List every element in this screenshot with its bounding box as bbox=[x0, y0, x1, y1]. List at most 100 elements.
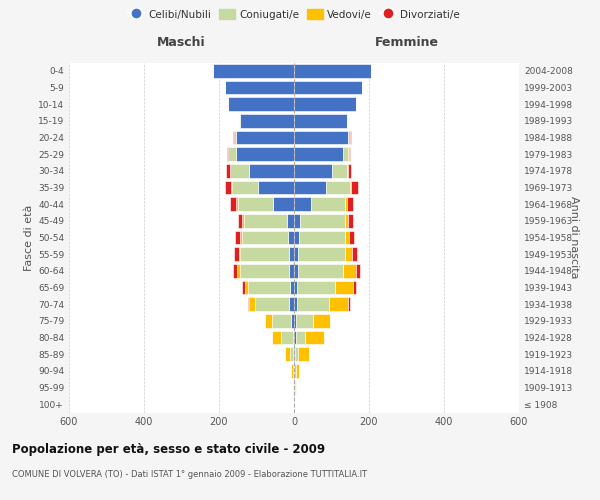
Bar bbox=[229, 164, 230, 177]
Bar bbox=[226, 164, 229, 177]
Bar bbox=[298, 348, 309, 361]
Bar bbox=[229, 148, 236, 161]
Bar bbox=[294, 198, 311, 211]
Bar bbox=[352, 248, 356, 261]
Bar bbox=[233, 130, 234, 144]
Bar bbox=[250, 298, 255, 311]
Bar bbox=[236, 130, 294, 144]
Bar bbox=[290, 280, 294, 294]
Bar bbox=[294, 98, 356, 111]
Bar bbox=[237, 264, 240, 278]
Bar bbox=[347, 198, 353, 211]
Bar bbox=[294, 80, 361, 94]
Bar bbox=[238, 198, 274, 211]
Bar bbox=[296, 364, 299, 378]
Bar bbox=[352, 180, 358, 194]
Y-axis label: Anni di nascita: Anni di nascita bbox=[569, 196, 578, 278]
Bar bbox=[344, 248, 352, 261]
Bar bbox=[240, 264, 289, 278]
Bar bbox=[227, 148, 229, 161]
Bar bbox=[238, 214, 242, 228]
Text: COMUNE DI VOLVERA (TO) - Dati ISTAT 1° gennaio 2009 - Elaborazione TUTTITALIA.IT: COMUNE DI VOLVERA (TO) - Dati ISTAT 1° g… bbox=[12, 470, 367, 479]
Bar bbox=[298, 264, 343, 278]
Bar bbox=[296, 330, 305, 344]
Bar bbox=[272, 330, 281, 344]
Bar bbox=[294, 114, 347, 128]
Bar bbox=[294, 298, 297, 311]
Bar bbox=[294, 130, 349, 144]
Bar bbox=[294, 230, 299, 244]
Bar bbox=[241, 230, 289, 244]
Legend: Celibi/Nubili, Coniugati/e, Vedovi/e, Divorziati/e: Celibi/Nubili, Coniugati/e, Vedovi/e, Di… bbox=[124, 5, 464, 24]
Bar bbox=[245, 280, 248, 294]
Bar bbox=[287, 214, 294, 228]
Bar bbox=[344, 198, 347, 211]
Bar bbox=[294, 164, 331, 177]
Bar bbox=[299, 214, 344, 228]
Bar bbox=[291, 314, 294, 328]
Bar bbox=[289, 230, 294, 244]
Bar bbox=[350, 180, 352, 194]
Bar bbox=[294, 348, 295, 361]
Bar bbox=[234, 248, 239, 261]
Bar bbox=[296, 314, 313, 328]
Bar bbox=[356, 264, 359, 278]
Bar bbox=[349, 230, 353, 244]
Bar bbox=[294, 214, 299, 228]
Bar bbox=[329, 298, 347, 311]
Bar bbox=[236, 148, 294, 161]
Bar bbox=[272, 314, 291, 328]
Text: Maschi: Maschi bbox=[157, 36, 206, 49]
Bar bbox=[230, 198, 236, 211]
Bar bbox=[281, 330, 293, 344]
Bar bbox=[242, 214, 244, 228]
Bar bbox=[294, 248, 298, 261]
Bar bbox=[295, 380, 296, 394]
Bar bbox=[294, 280, 297, 294]
Bar bbox=[241, 248, 289, 261]
Bar bbox=[295, 364, 296, 378]
Bar bbox=[347, 298, 349, 311]
Bar bbox=[294, 330, 296, 344]
Y-axis label: Fasce di età: Fasce di età bbox=[24, 204, 34, 270]
Bar bbox=[214, 64, 294, 78]
Bar bbox=[331, 164, 347, 177]
Bar bbox=[249, 164, 294, 177]
Bar bbox=[344, 214, 347, 228]
Bar bbox=[239, 114, 294, 128]
Bar bbox=[259, 180, 294, 194]
Bar bbox=[347, 214, 353, 228]
Bar bbox=[349, 148, 350, 161]
Bar bbox=[298, 248, 344, 261]
Bar bbox=[297, 280, 335, 294]
Bar bbox=[233, 264, 237, 278]
Bar bbox=[291, 364, 293, 378]
Bar bbox=[299, 230, 346, 244]
Bar bbox=[289, 248, 294, 261]
Bar bbox=[353, 280, 356, 294]
Bar bbox=[232, 180, 259, 194]
Bar bbox=[255, 298, 289, 311]
Bar bbox=[239, 248, 241, 261]
Bar bbox=[224, 80, 294, 94]
Bar bbox=[274, 198, 294, 211]
Bar bbox=[294, 148, 343, 161]
Bar bbox=[226, 180, 231, 194]
Bar bbox=[293, 348, 294, 361]
Text: Popolazione per età, sesso e stato civile - 2009: Popolazione per età, sesso e stato civil… bbox=[12, 442, 325, 456]
Bar bbox=[347, 164, 352, 177]
Bar bbox=[313, 314, 329, 328]
Bar bbox=[235, 230, 239, 244]
Bar bbox=[294, 264, 298, 278]
Bar bbox=[346, 230, 349, 244]
Bar bbox=[294, 180, 326, 194]
Bar bbox=[229, 98, 294, 111]
Bar bbox=[343, 264, 356, 278]
Bar bbox=[295, 348, 298, 361]
Text: Femmine: Femmine bbox=[374, 36, 439, 49]
Bar bbox=[349, 130, 350, 144]
Bar bbox=[294, 64, 371, 78]
Bar bbox=[231, 180, 232, 194]
Bar bbox=[290, 348, 293, 361]
Bar bbox=[241, 280, 245, 294]
